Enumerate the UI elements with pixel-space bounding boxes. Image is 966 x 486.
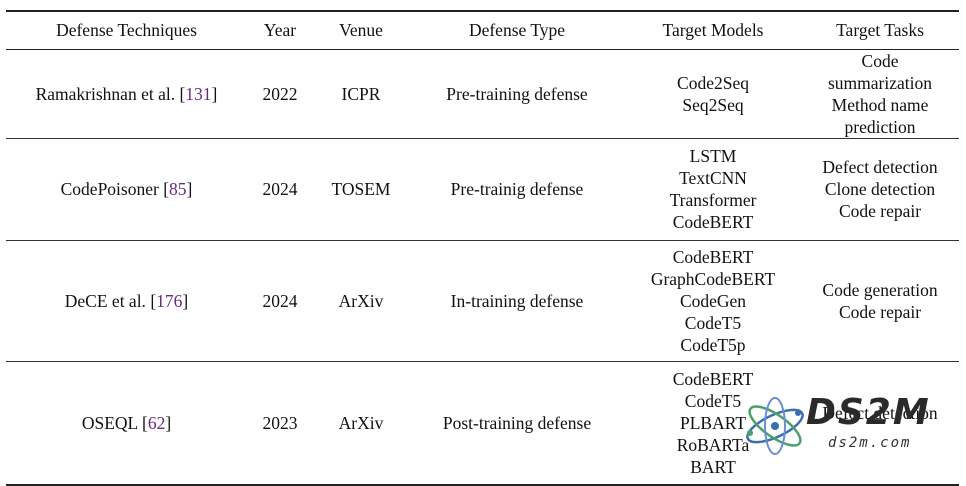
atom-logo-icon — [746, 397, 804, 455]
task-item: Code generation — [822, 279, 938, 300]
technique-cell: CodePoisoner [85] — [60, 179, 193, 199]
target-models-cell: Code2Seq Seq2Seq — [625, 49, 801, 138]
model-item: CodeT5 — [684, 390, 742, 411]
model-item: BART — [690, 456, 736, 477]
year-cell: 2024 — [262, 290, 298, 311]
target-tasks-cell: Code summarization Method name predictio… — [801, 49, 959, 138]
table-row: Ramakrishnan et al. [131] 2022 ICPR Pre-… — [6, 49, 959, 138]
header-row: Defense Techniques Year Venue Defense Ty… — [6, 10, 959, 50]
defense-type-cell: Pre-trainig defense — [450, 179, 584, 199]
model-item: Seq2Seq — [682, 94, 744, 115]
defense-type-cell: Post-training defense — [442, 412, 592, 433]
venue-cell: ArXiv — [338, 290, 384, 311]
watermark-subtitle: ds2m.com — [828, 435, 912, 451]
model-item: Transformer — [669, 190, 757, 210]
target-tasks-cell: Defect detection Clone detection Code re… — [801, 138, 959, 240]
target-models-cell: LSTM TextCNN Transformer CodeBERT — [625, 138, 801, 240]
task-item: Defect detection — [822, 402, 938, 423]
task-item: Code summarization — [827, 50, 932, 93]
year-cell: 2022 — [262, 83, 298, 104]
model-item: LSTM — [689, 146, 737, 166]
model-item: Code2Seq — [677, 72, 749, 93]
citation-link[interactable]: 85 — [169, 179, 187, 199]
target-tasks-cell: Code generation Code repair — [801, 240, 959, 361]
citation-link[interactable]: 131 — [185, 83, 212, 104]
model-item: CodeT5 — [684, 312, 742, 333]
target-models-cell: CodeBERT GraphCodeBERT CodeGen CodeT5 Co… — [625, 240, 801, 361]
model-item: RoBARTa — [676, 434, 750, 455]
technique-cell: OSEQL [62] — [81, 412, 172, 433]
citation-link[interactable]: 176 — [156, 290, 183, 311]
model-item: CodeBERT — [672, 368, 754, 389]
header-target-models: Target Models — [625, 10, 801, 50]
technique-cell: DeCE et al. [176] — [64, 290, 189, 311]
model-item: TextCNN — [679, 168, 747, 188]
target-tasks-cell: Defect detection — [801, 361, 959, 485]
model-item: CodeBERT — [672, 246, 754, 267]
watermark: DS2M ds2m.com — [740, 395, 955, 457]
technique-cell: Ramakrishnan et al. [131] — [35, 83, 218, 104]
model-item: GraphCodeBERT — [650, 268, 776, 289]
venue-cell: ArXiv — [338, 412, 384, 433]
defense-type-cell: In-training defense — [450, 290, 584, 311]
header-target-tasks: Target Tasks — [801, 10, 959, 50]
task-item: Method name prediction — [831, 94, 929, 137]
venue-cell: TOSEM — [331, 179, 391, 199]
defense-type-cell: Pre-training defense — [446, 83, 588, 104]
model-item: CodeBERT — [672, 212, 754, 232]
watermark-title: DS2M — [806, 392, 931, 433]
header-venue: Venue — [313, 10, 409, 50]
defense-techniques-table: Defense Techniques Year Venue Defense Ty… — [6, 10, 959, 486]
citation-link[interactable]: 62 — [147, 412, 166, 433]
task-item: Clone detection — [824, 179, 936, 199]
model-item: PLBART — [679, 412, 747, 433]
task-item: Code repair — [838, 301, 922, 322]
venue-cell: ICPR — [341, 83, 381, 104]
header-defense-type: Defense Type — [409, 10, 625, 50]
year-cell: 2024 — [262, 179, 298, 199]
model-item: CodeT5p — [680, 334, 746, 355]
table-row: DeCE et al. [176] 2024 ArXiv In-training… — [6, 240, 959, 361]
task-item: Code repair — [838, 201, 922, 221]
year-cell: 2023 — [262, 412, 298, 433]
header-defense-techniques: Defense Techniques — [6, 10, 247, 50]
header-year: Year — [247, 10, 313, 50]
task-item: Defect detection — [822, 157, 938, 177]
model-item: CodeGen — [679, 290, 747, 311]
table-row: CodePoisoner [85] 2024 TOSEM Pre-trainig… — [6, 138, 959, 240]
